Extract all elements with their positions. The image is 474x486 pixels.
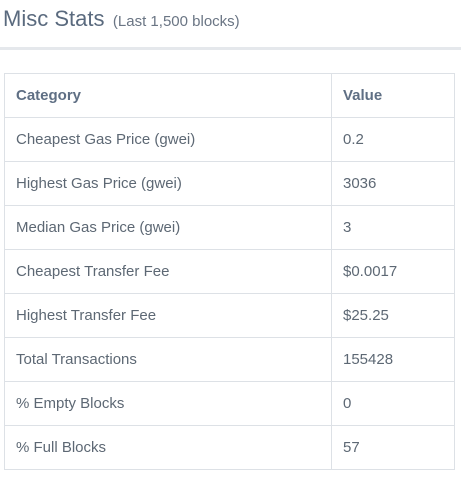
category-cell: Median Gas Price (gwei) xyxy=(4,205,332,250)
table-row: % Full Blocks 57 xyxy=(4,425,455,470)
value-cell: 0 xyxy=(331,381,455,426)
table-header-row: Category Value xyxy=(4,73,455,118)
table-row: Cheapest Gas Price (gwei) 0.2 xyxy=(4,117,455,162)
value-cell: 155428 xyxy=(331,337,455,382)
table-row: Highest Gas Price (gwei) 3036 xyxy=(4,161,455,206)
category-cell: Cheapest Transfer Fee xyxy=(4,249,332,294)
column-header-category: Category xyxy=(4,73,332,118)
category-cell: Highest Gas Price (gwei) xyxy=(4,161,332,206)
page-title: Misc Stats (Last 1,500 blocks) xyxy=(3,6,240,32)
table-row: Total Transactions 155428 xyxy=(4,337,455,382)
value-cell: 3 xyxy=(331,205,455,250)
section-header: Misc Stats (Last 1,500 blocks) xyxy=(0,0,461,50)
value-cell: 57 xyxy=(331,425,455,470)
value-cell: 0.2 xyxy=(331,117,455,162)
table-row: Median Gas Price (gwei) 3 xyxy=(4,205,455,250)
page-title-text: Misc Stats xyxy=(3,6,105,31)
value-cell: 3036 xyxy=(331,161,455,206)
table-row: % Empty Blocks 0 xyxy=(4,381,455,426)
table-row: Cheapest Transfer Fee $0.0017 xyxy=(4,249,455,294)
column-header-value: Value xyxy=(331,73,455,118)
category-cell: Highest Transfer Fee xyxy=(4,293,332,338)
category-cell: Total Transactions xyxy=(4,337,332,382)
page-subtitle: (Last 1,500 blocks) xyxy=(112,13,240,30)
category-cell: Cheapest Gas Price (gwei) xyxy=(4,117,332,162)
value-cell: $25.25 xyxy=(331,293,455,338)
category-cell: % Full Blocks xyxy=(4,425,332,470)
table-row: Highest Transfer Fee $25.25 xyxy=(4,293,455,338)
category-cell: % Empty Blocks xyxy=(4,381,332,426)
value-cell: $0.0017 xyxy=(331,249,455,294)
misc-stats-table: Category Value Cheapest Gas Price (gwei)… xyxy=(4,73,455,470)
